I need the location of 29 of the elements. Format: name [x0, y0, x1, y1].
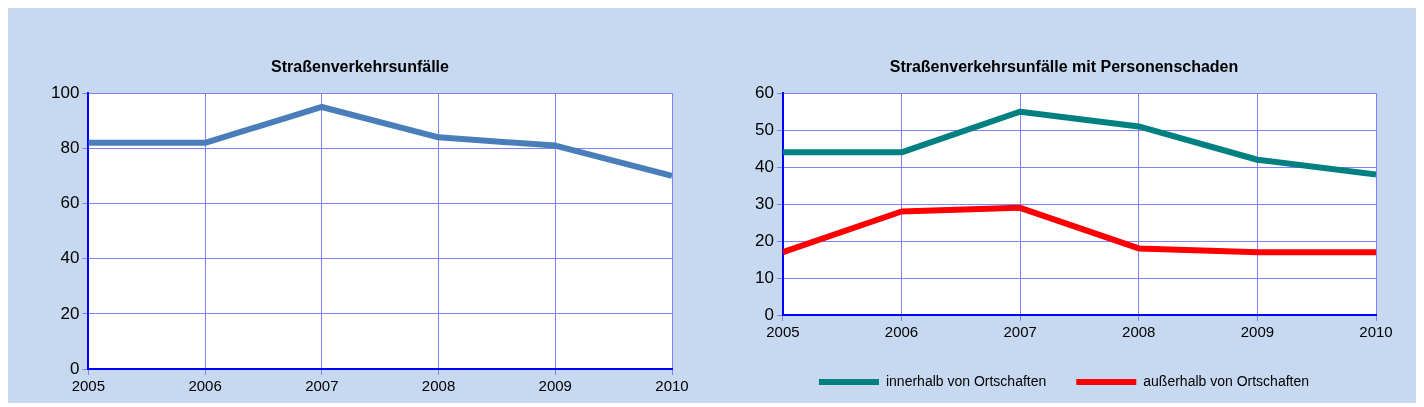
x-tick-label: 2005: [71, 377, 106, 395]
x-tick-label: 2010: [655, 377, 689, 395]
y-tick-label: 30: [754, 193, 774, 213]
y-tick-label: 20: [754, 230, 774, 250]
chart-title: Straßenverkehrsunfälle: [271, 58, 450, 76]
y-tick-label: 20: [60, 303, 80, 323]
x-tick-label: 2007: [305, 377, 339, 395]
y-tick-label: 40: [60, 248, 80, 268]
y-tick-label: 60: [754, 82, 774, 102]
y-tick-label: 0: [764, 304, 774, 324]
legend-label: innerhalb von Ortschaften: [885, 372, 1047, 389]
y-tick-label: 60: [60, 193, 80, 213]
y-tick-label: 40: [754, 156, 774, 176]
y-tick-label: 50: [754, 119, 774, 139]
x-tick-label: 2009: [538, 377, 572, 395]
x-tick-label: 2007: [1003, 323, 1037, 341]
x-tick-label: 2010: [1359, 323, 1393, 341]
y-tick-label: 100: [50, 82, 80, 102]
x-tick-label: 2008: [421, 377, 456, 395]
y-tick-label: 80: [60, 138, 80, 158]
x-tick-label: 2008: [1122, 323, 1156, 341]
legend-label: außerhalb von Ortschaften: [1143, 372, 1310, 389]
x-tick-label: 2005: [766, 323, 800, 341]
x-tick-label: 2006: [884, 323, 919, 341]
y-tick-label: 10: [754, 267, 774, 287]
x-tick-label: 2006: [188, 377, 222, 395]
chart-title: Straßenverkehrsunfälle mit Personenschaden: [889, 58, 1239, 76]
x-tick-label: 2009: [1240, 323, 1275, 341]
y-tick-label: 0: [69, 358, 80, 378]
